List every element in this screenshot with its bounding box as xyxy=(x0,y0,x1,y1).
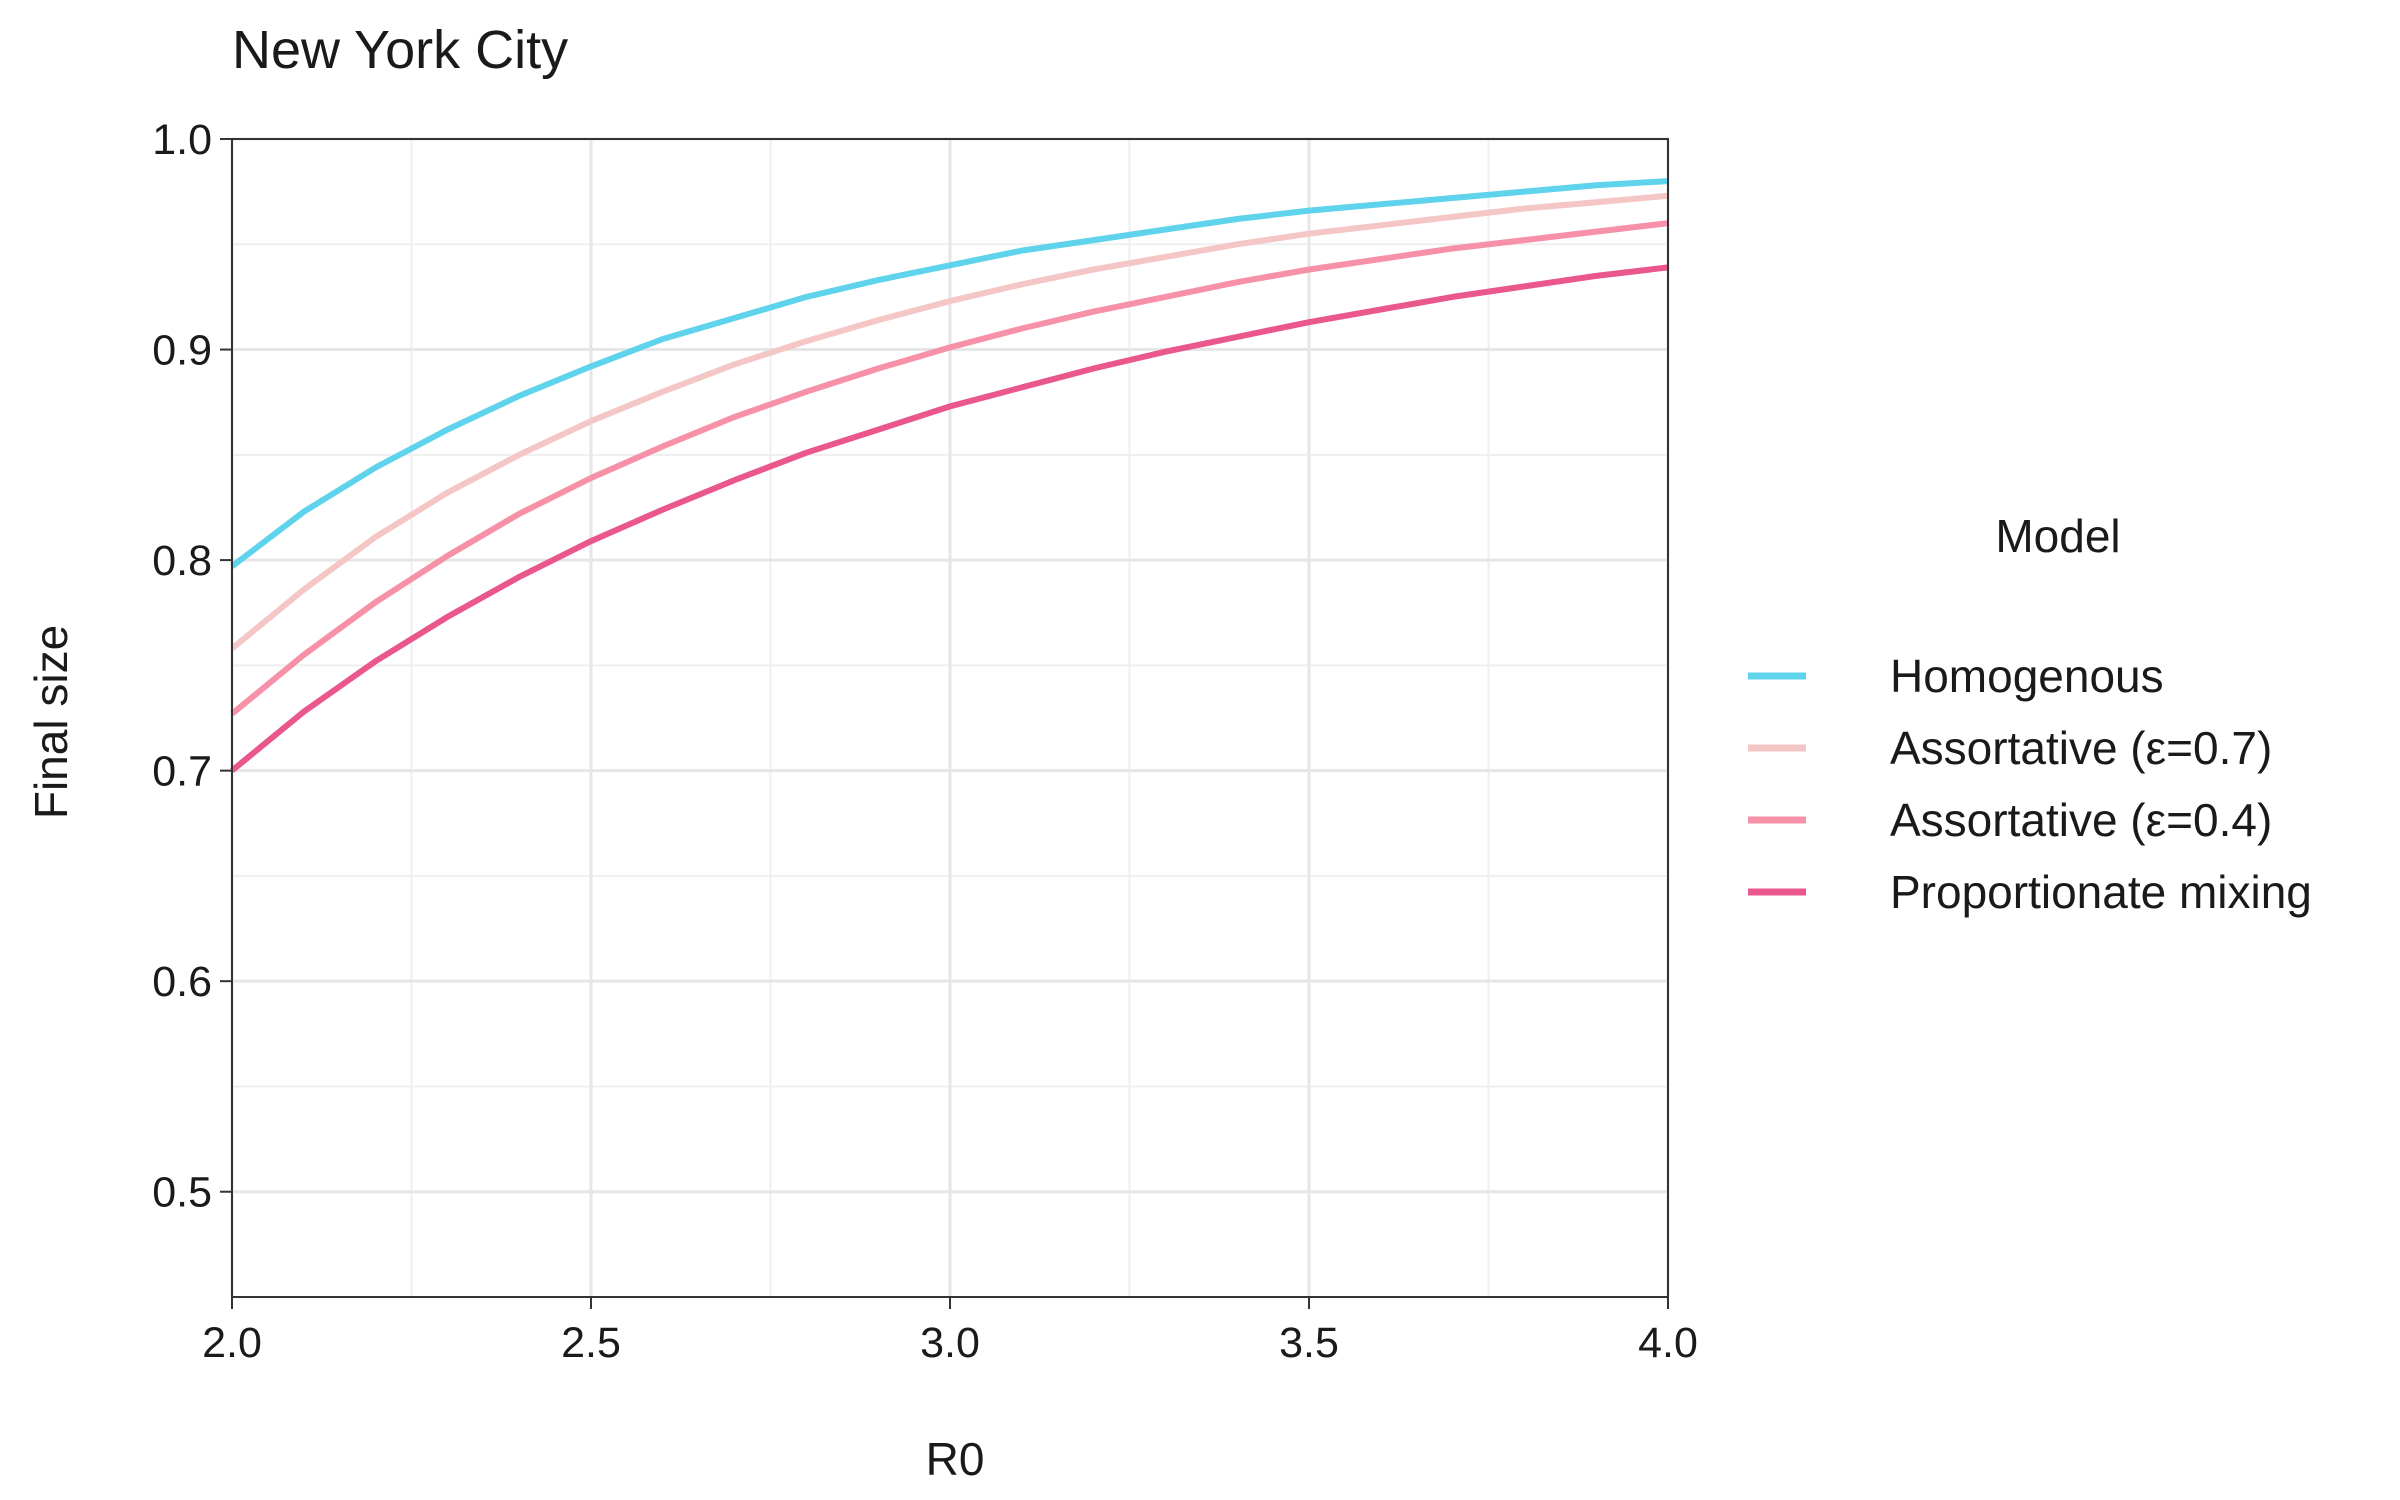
series-line-1 xyxy=(230,178,1669,569)
x-axis-title: R0 xyxy=(926,1433,985,1485)
y-tick-label: 0.8 xyxy=(152,537,212,585)
legend-title: Model xyxy=(1995,510,2120,562)
series-line-2 xyxy=(230,192,1669,651)
x-tick-label: 3.0 xyxy=(920,1319,980,1367)
x-tick-label: 3.5 xyxy=(1279,1319,1339,1367)
plot-axes: 2.0 2.5 3.0 3.5 4.0 0.5 0.6 0.7 0.8 0.9 1.0 xyxy=(152,116,1698,1367)
y-tick-label: 0.7 xyxy=(152,748,212,796)
x-tick-label: 4.0 xyxy=(1638,1319,1698,1367)
plot-series xyxy=(230,178,1669,773)
y-tick-label: 0.9 xyxy=(152,327,212,375)
series-line-4 xyxy=(230,264,1669,773)
legend-label-4: Proportionate mixing xyxy=(1890,866,2312,918)
y-axis-title: Final size xyxy=(25,625,77,819)
legend-label-1: Homogenous xyxy=(1890,650,2164,702)
y-tick-label: 0.6 xyxy=(152,958,212,1006)
series-line-3 xyxy=(230,220,1669,717)
y-tick-label: 1.0 xyxy=(152,116,212,164)
legend-label-2: Assortative (ε=0.7) xyxy=(1890,722,2272,774)
y-tick-label: 0.5 xyxy=(152,1169,212,1217)
legend-label-3: Assortative (ε=0.4) xyxy=(1890,794,2272,846)
x-tick-label: 2.5 xyxy=(561,1319,621,1367)
legend: Model Homogenous Assortative (ε=0.7) Assor… xyxy=(1748,510,2312,918)
x-tick-label: 2.0 xyxy=(202,1319,262,1367)
chart-title: New York City xyxy=(232,20,568,80)
